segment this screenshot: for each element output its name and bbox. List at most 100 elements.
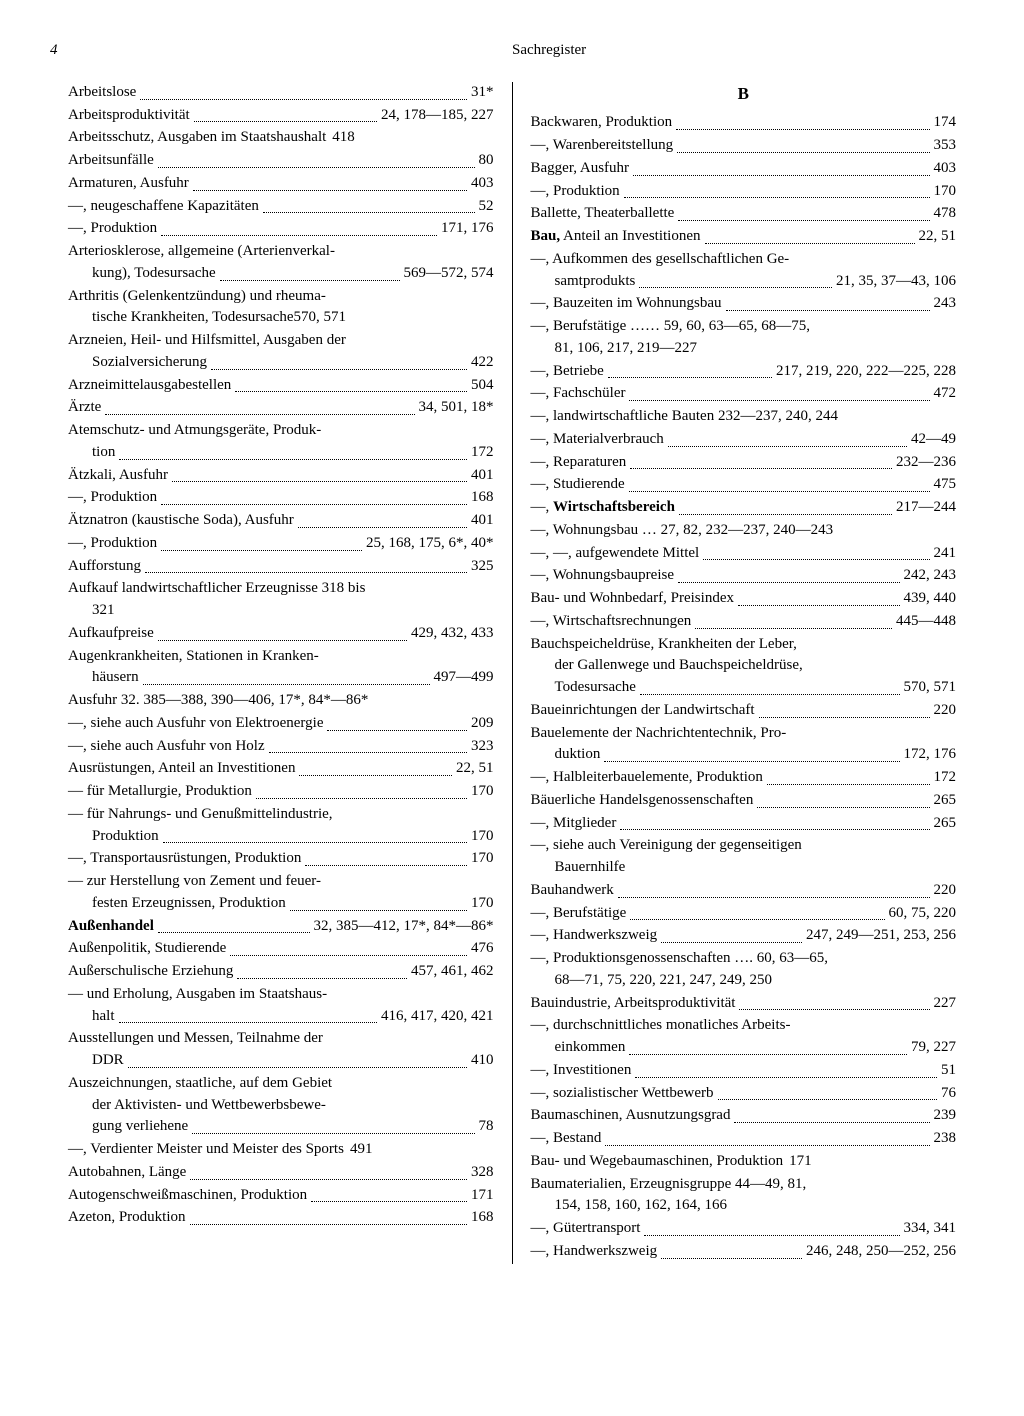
- index-entry-pages: 217, 219, 220, 222—225, 228: [776, 361, 956, 383]
- index-entry: Bauchspeicheldrüse, Krankheiten der Lebe…: [531, 634, 957, 699]
- index-entry: —, Studierende475: [531, 474, 957, 496]
- index-entry-line: Bauelemente der Nachrichtentechnik, Pro-: [531, 723, 957, 745]
- leader-dots: [661, 1258, 802, 1259]
- index-entry: Aufforstung 325: [68, 556, 494, 578]
- leader-dots: [119, 459, 467, 460]
- index-entry-text: DDR: [92, 1050, 124, 1072]
- leader-dots: [630, 468, 892, 469]
- index-entry: Aufkaufpreise429, 432, 433: [68, 623, 494, 645]
- index-entry: — und Erholung, Ausgaben im Staatshaus-h…: [68, 984, 494, 1028]
- index-entry: Außerschulische Erziehung457, 461, 462: [68, 961, 494, 983]
- index-entry-pages: 220: [934, 700, 957, 722]
- index-entry: Außenpolitik, Studierende476: [68, 938, 494, 960]
- index-entry-line: — zur Herstellung von Zement und feuer-: [68, 871, 494, 893]
- index-entry-text: —, Bestand: [531, 1128, 602, 1150]
- index-entry-text: —, sozialistischer Wettbewerb: [531, 1083, 714, 1105]
- leader-dots: [220, 280, 400, 281]
- leader-dots: [163, 842, 467, 843]
- index-entry-pages: 76: [941, 1083, 956, 1105]
- index-entry-line: Ausstellungen und Messen, Teilnahme der: [68, 1028, 494, 1050]
- index-entry: —, Handwerkszweig246, 248, 250—252, 256: [531, 1241, 957, 1263]
- index-entry-text: Bauindustrie, Arbeitsproduktivität: [531, 993, 736, 1015]
- leader-dots: [190, 1224, 468, 1225]
- index-entry: —, landwirtschaftliche Bauten 232—237, 2…: [531, 406, 957, 428]
- index-entry-text: Bagger, Ausfuhr: [531, 158, 630, 180]
- index-entry-pages: 22, 51: [456, 758, 494, 780]
- index-entry-text: Arzneimittelausgabestellen: [68, 375, 231, 397]
- index-entry-text: Bauernhilfe: [555, 857, 626, 879]
- index-entry-pages: 418: [332, 127, 355, 149]
- index-entry: Ausstellungen und Messen, Teilnahme derD…: [68, 1028, 494, 1072]
- index-entry-pages: 325: [471, 556, 494, 578]
- right-column: B Backwaren, Produktion174—, Warenbereit…: [513, 82, 975, 1264]
- index-entry: —, Wohnungsbaupreise 242, 243: [531, 565, 957, 587]
- index-entry-pages: 416, 417, 420, 421: [381, 1006, 494, 1028]
- index-entry: Ausrüstungen, Anteil an Investitionen22,…: [68, 758, 494, 780]
- leader-dots: [140, 99, 467, 100]
- leader-dots: [718, 1099, 937, 1100]
- index-entry: —, Produktion171, 176: [68, 218, 494, 240]
- index-entry-pages: 570, 571: [904, 677, 957, 699]
- index-entry: —, Mitglieder265: [531, 813, 957, 835]
- index-entry: —, Halbleiterbauelemente, Produktion172: [531, 767, 957, 789]
- index-entry-text: duktion: [555, 744, 601, 766]
- leader-dots: [630, 919, 884, 920]
- index-entry-pages: 242, 243: [904, 565, 957, 587]
- leader-dots: [290, 910, 467, 911]
- index-entry-line: Auszeichnungen, staatliche, auf dem Gebi…: [68, 1073, 494, 1095]
- leader-dots: [256, 798, 467, 799]
- index-entry: —, durchschnittliches monatliches Arbeit…: [531, 1015, 957, 1059]
- index-entry-text: —, Gütertransport: [531, 1218, 641, 1240]
- index-entry-pages: 171, 176: [441, 218, 494, 240]
- index-entry-text: Backwaren, Produktion: [531, 112, 673, 134]
- index-entry-text: 154, 158, 160, 162, 164, 166: [555, 1195, 728, 1217]
- leader-dots: [608, 377, 772, 378]
- index-entry: Aufkauf landwirtschaftlicher Erzeugnisse…: [68, 578, 494, 622]
- index-entry-pages: 410: [471, 1050, 494, 1072]
- index-columns: Arbeitslose31*Arbeitsproduktivität24, 17…: [50, 82, 974, 1264]
- leader-dots: [640, 694, 900, 695]
- index-entry-pages: 21, 35, 37—43, 106: [836, 271, 956, 293]
- index-entry-text: häusern: [92, 667, 139, 689]
- index-entry-text: —, Wohnungsbaupreise: [531, 565, 675, 587]
- index-entry-pages: 217—244: [896, 497, 956, 519]
- index-entry: —, Berufstätige60, 75, 220: [531, 903, 957, 925]
- index-entry-text: —, Produktion: [68, 487, 157, 509]
- leader-dots: [757, 807, 929, 808]
- index-entry-pages: 170: [471, 893, 494, 915]
- leader-dots: [738, 605, 900, 606]
- leader-dots: [158, 932, 310, 933]
- leader-dots: [734, 1122, 929, 1123]
- leader-dots: [695, 628, 892, 629]
- index-entry-pages: 457, 461, 462: [411, 961, 494, 983]
- index-entry-pages: 472: [934, 383, 957, 405]
- index-entry-pages: 475: [934, 474, 957, 496]
- index-entry: —, Produktion168: [68, 487, 494, 509]
- index-entry-line: — für Nahrungs- und Genußmittelindustrie…: [68, 804, 494, 826]
- index-entry-text: —, landwirtschaftliche Bauten 232—237, 2…: [531, 406, 838, 428]
- index-entry-pages: 569—572, 574: [404, 263, 494, 285]
- index-entry-text: Arbeitsproduktivität: [68, 105, 190, 127]
- index-entry-text: Baumaschinen, Ausnutzungsgrad: [531, 1105, 731, 1127]
- index-entry-pages: 403: [934, 158, 957, 180]
- leader-dots: [119, 1022, 378, 1023]
- index-entry: —, Aufkommen des gesellschaftlichen Ge-s…: [531, 249, 957, 293]
- index-entry-pages: 323: [471, 736, 494, 758]
- index-entry: —, Wirtschaftsrechnungen445—448: [531, 611, 957, 633]
- index-entry-pages: 491: [350, 1139, 373, 1161]
- index-entry-text: kung), Todesursache: [92, 263, 216, 285]
- index-entry-text: Aufforstung: [68, 556, 141, 578]
- leader-dots: [211, 369, 467, 370]
- index-entry: —, Transportausrüstungen, Produktion170: [68, 848, 494, 870]
- index-entry-line: —, Berufstätige …… 59, 60, 63—65, 68—75,: [531, 316, 957, 338]
- index-entry-text: Produktion: [92, 826, 159, 848]
- index-entry-pages: 209: [471, 713, 494, 735]
- leader-dots: [172, 481, 467, 482]
- index-entry: Arbeitsproduktivität24, 178—185, 227: [68, 105, 494, 127]
- index-entry: Baumaterialien, Erzeugnisgruppe 44—49, 8…: [531, 1174, 957, 1218]
- index-entry-text: —, Warenbereitstellung: [531, 135, 674, 157]
- index-entry: Bäuerliche Handelsgenossenschaften265: [531, 790, 957, 812]
- leader-dots: [269, 752, 467, 753]
- index-entry-text: Ausfuhr 32. 385—388, 390—406, 17*, 84*—8…: [68, 690, 368, 712]
- index-entry-line: Augenkrankheiten, Stationen in Kranken-: [68, 646, 494, 668]
